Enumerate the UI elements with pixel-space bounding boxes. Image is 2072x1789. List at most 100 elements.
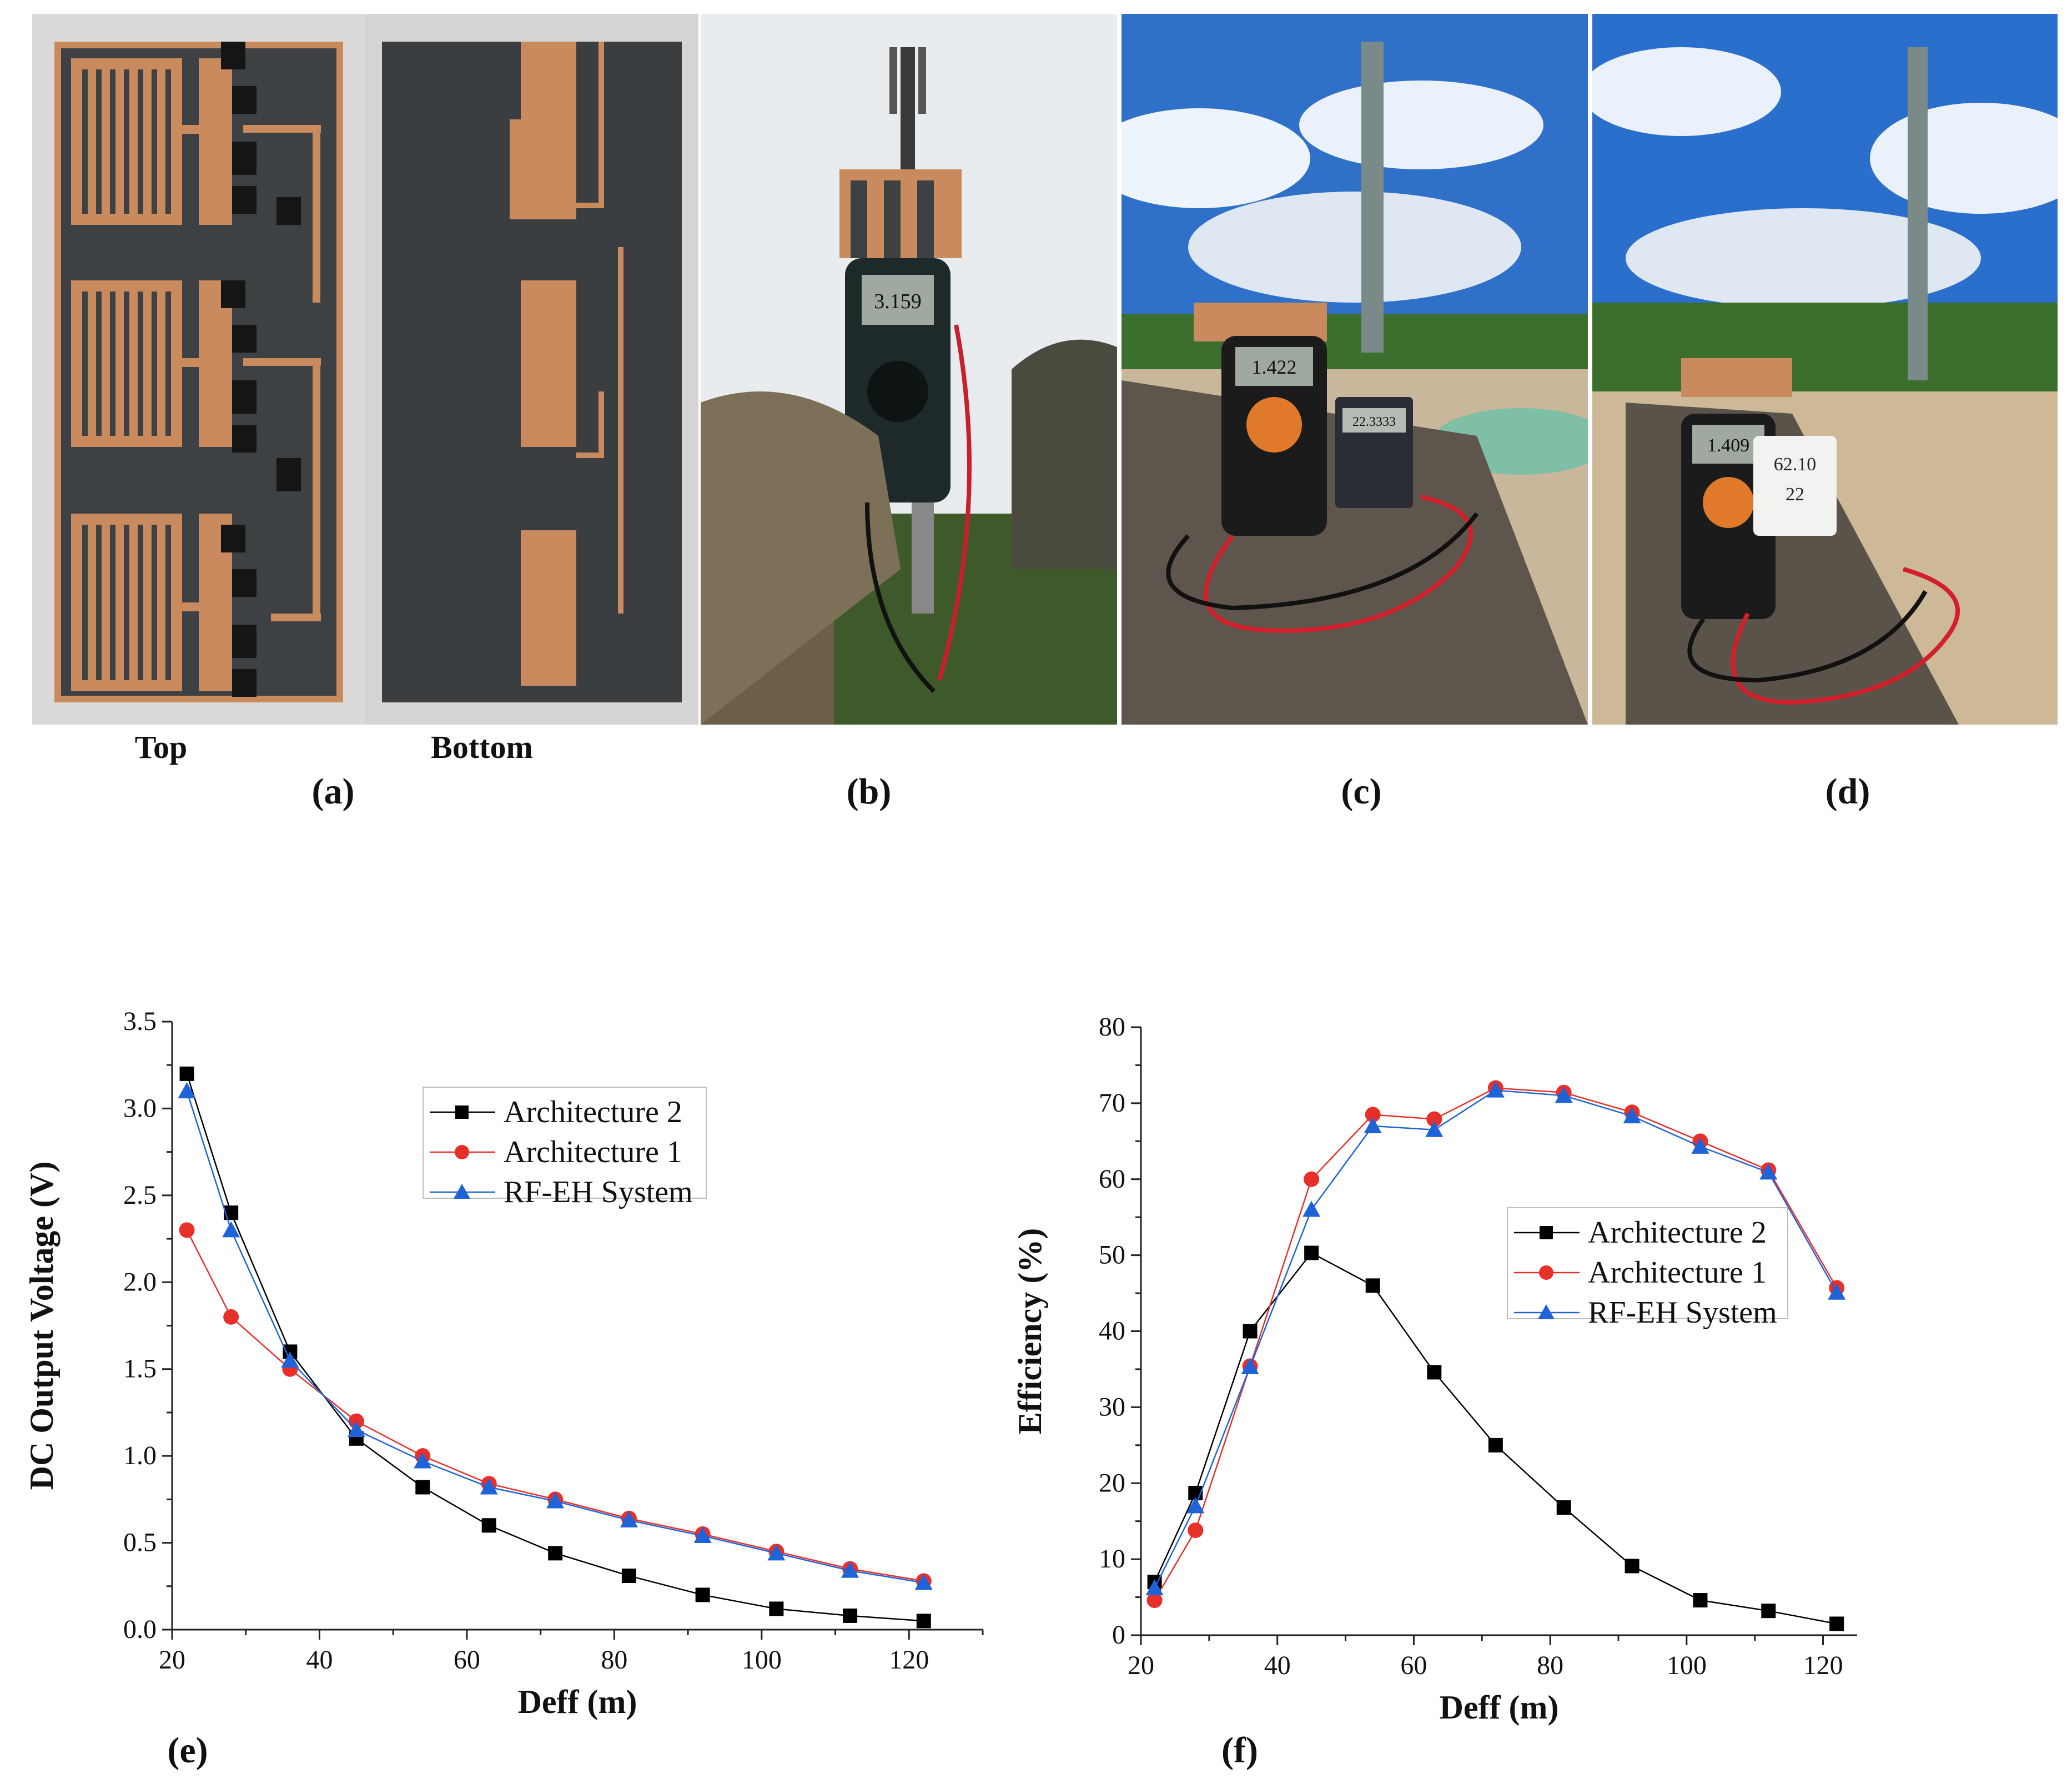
x-tick-label: 40	[306, 1645, 333, 1675]
panel-label-f: (f)	[1221, 1730, 1258, 1771]
data-point-architecture-2	[415, 1480, 430, 1495]
legend-label-rf-eh-system: RF-EH System	[1588, 1295, 1777, 1330]
smd-components	[221, 42, 301, 697]
legend-marker-architecture-1	[455, 1145, 469, 1159]
legend: Architecture 2 Architecture 1 RF-EH System	[1507, 1207, 1788, 1330]
data-point-rf-eh-system	[1555, 1087, 1573, 1103]
chart-e: 20 40 60 80 100 120 0.0 0.5 1.0 1.5 2.0 2.5 3.0 3.5 De…	[23, 1007, 984, 1720]
legend-marker-architecture-2	[1540, 1226, 1553, 1239]
data-point-rf-eh-system	[767, 1544, 786, 1561]
data-point-architecture-2	[1625, 1559, 1640, 1574]
y-tick-label: 3.5	[123, 1007, 157, 1036]
data-point-architecture-2	[1556, 1500, 1571, 1515]
data-point-architecture-2	[1488, 1438, 1503, 1453]
x-tick-label: 120	[1803, 1651, 1843, 1680]
x-tick-label: 20	[159, 1645, 185, 1675]
data-point-rf-eh-system	[1759, 1163, 1778, 1180]
legend-marker-rf-eh-system	[1538, 1304, 1555, 1319]
data-point-architecture-2	[916, 1614, 931, 1629]
x-axis-label: Deff (m)	[518, 1684, 637, 1720]
legend-label-rf-eh-system: RF-EH System	[504, 1175, 693, 1209]
data-point-architecture-1	[1304, 1171, 1320, 1187]
data-point-architecture-2	[1693, 1593, 1708, 1608]
y-tick-label: 2.5	[123, 1180, 157, 1210]
data-point-architecture-1	[1146, 1592, 1163, 1609]
series-line-rf-eh-system	[186, 1091, 924, 1584]
cell-tower	[1908, 47, 1928, 380]
panel-label-c: (c)	[1341, 771, 1382, 812]
chart-f: 20 40 60 80 100 120 0 10 20 30 40 50 60 70 80 Deff (m) E…	[1012, 1012, 1857, 1726]
legend: Architecture 2 Architecture 1 RF-EH System	[423, 1087, 707, 1209]
y-tick-label: 50	[1099, 1240, 1125, 1270]
thermo-reading-1-d: 62.10	[1774, 454, 1817, 475]
y-tick-label: 20	[1099, 1468, 1125, 1497]
thermo-reading-2-d: 22	[1786, 484, 1804, 505]
y-tick-label: 1.0	[123, 1441, 157, 1470]
data-point-rf-eh-system	[1486, 1081, 1505, 1098]
data-point-rf-eh-system	[480, 1478, 498, 1495]
data-point-rf-eh-system	[914, 1574, 933, 1590]
data-point-architecture-2	[1365, 1278, 1380, 1293]
x-tick-label: 80	[601, 1645, 627, 1675]
data-point-architecture-2	[1243, 1324, 1258, 1339]
y-tick-label: 30	[1099, 1392, 1125, 1421]
data-point-rf-eh-system	[1623, 1107, 1641, 1124]
data-point-rf-eh-system	[222, 1221, 240, 1238]
photo-panel-a	[32, 14, 698, 725]
data-point-architecture-2	[1829, 1616, 1844, 1631]
y-tick-label: 0	[1112, 1620, 1125, 1650]
meter-reading-d: 1.409	[1707, 435, 1750, 456]
data-point-rf-eh-system	[1425, 1120, 1444, 1137]
series-line-rf-eh-system	[1154, 1089, 1838, 1589]
x-tick-label: 100	[742, 1645, 782, 1675]
photo-panel-d: 1.409 62.10 22	[1592, 14, 2058, 725]
cell-tower	[1361, 42, 1384, 353]
x-tick-label: 20	[1128, 1651, 1154, 1680]
data-point-rf-eh-system	[1691, 1137, 1709, 1154]
panel-label-d: (d)	[1825, 771, 1870, 812]
thermo-hygrometer	[1753, 436, 1837, 536]
series-line-architecture-2	[186, 1073, 924, 1622]
x-tick-label: 120	[889, 1645, 929, 1675]
legend-marker-rf-eh-system	[454, 1184, 470, 1199]
data-point-rf-eh-system	[281, 1351, 299, 1368]
y-tick-label: 0.0	[123, 1615, 157, 1644]
data-point-architecture-1	[1426, 1111, 1442, 1127]
data-point-rf-eh-system	[546, 1492, 565, 1509]
legend-box	[1507, 1207, 1788, 1319]
hand-arm	[701, 391, 901, 725]
x-tick-label: 40	[1264, 1651, 1291, 1680]
data-point-architecture-2	[843, 1608, 858, 1623]
meter-reading-b: 3.159	[874, 290, 922, 313]
x-tick-label: 60	[1400, 1651, 1427, 1680]
photo-panel-c: 1.422 22.3333	[1122, 14, 1588, 725]
legend-label-architecture-1: Architecture 1	[504, 1135, 682, 1169]
data-point-rf-eh-system	[178, 1082, 196, 1099]
y-tick-label: 2.0	[123, 1267, 157, 1296]
data-point-architecture-2	[481, 1518, 496, 1533]
data-point-rf-eh-system	[414, 1452, 432, 1469]
field-photo-d: 1.409 62.10 22	[1592, 14, 2058, 725]
legend-label-architecture-2: Architecture 2	[504, 1095, 682, 1129]
panel-label-a: (a)	[311, 771, 355, 812]
field-photo-c: 1.422 22.3333	[1122, 14, 1588, 725]
x-tick-label: 80	[1537, 1651, 1563, 1680]
data-point-architecture-2	[621, 1569, 636, 1584]
meter-reading-c: 1.422	[1252, 356, 1297, 378]
field-photo-b: 3.159	[701, 14, 1117, 725]
y-tick-label: 10	[1099, 1544, 1125, 1574]
harvester-board	[1194, 303, 1327, 341]
data-point-rf-eh-system	[1828, 1283, 1846, 1300]
data-point-architecture-1	[223, 1309, 239, 1325]
data-point-rf-eh-system	[1241, 1358, 1259, 1374]
top-label: Top	[134, 729, 188, 765]
series-line-architecture-1	[186, 1229, 924, 1582]
data-point-rf-eh-system	[1302, 1200, 1321, 1217]
data-point-rf-eh-system	[347, 1421, 365, 1438]
y-tick-label: 60	[1099, 1164, 1125, 1194]
series-line-architecture-2	[1154, 1252, 1837, 1625]
calc-reading-c: 22.3333	[1352, 415, 1396, 429]
y-tick-label: 0.5	[123, 1528, 157, 1557]
x-tick-label: 60	[454, 1645, 480, 1675]
legend-marker-architecture-1	[1539, 1265, 1553, 1280]
